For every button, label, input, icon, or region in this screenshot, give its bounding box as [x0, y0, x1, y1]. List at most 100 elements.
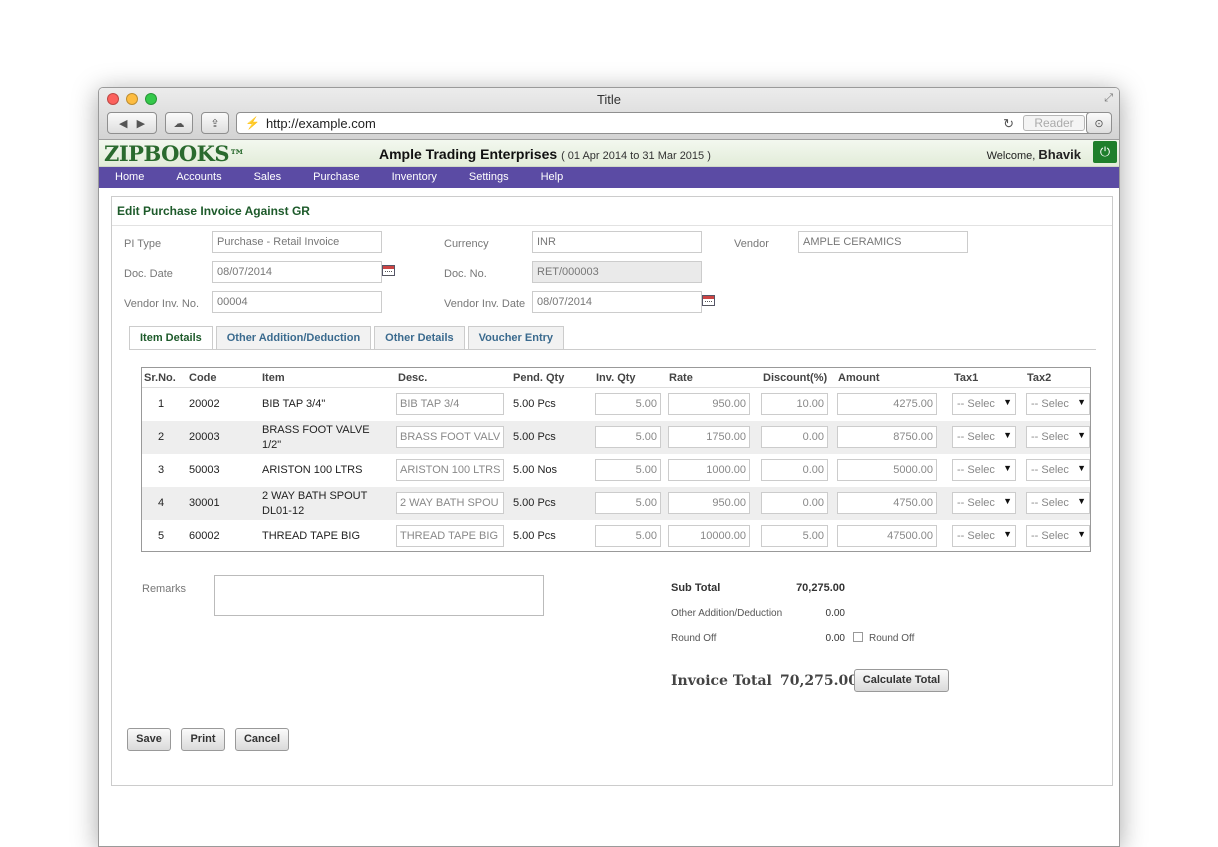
row-amount-input[interactable]: 4275.00: [837, 393, 937, 415]
row-tax2-select[interactable]: -- Selec ▼: [1026, 492, 1090, 514]
power-icon: ⏻: [1099, 144, 1111, 159]
currency-field[interactable]: INR: [532, 231, 702, 253]
row-tax1-value: -- Selec: [957, 497, 995, 509]
nav-home[interactable]: Home: [115, 171, 145, 183]
vendor-label: Vendor: [734, 238, 769, 250]
user-name: Bhavik: [1038, 147, 1081, 162]
row-tax2-select[interactable]: -- Selec ▼: [1026, 393, 1090, 415]
doc-date-calendar-icon[interactable]: [382, 265, 395, 276]
round-off-checkbox[interactable]: [853, 632, 863, 642]
row-amount-input[interactable]: 4750.00: [837, 492, 937, 514]
vendor-field[interactable]: AMPLE CERAMICS: [798, 231, 968, 253]
print-button[interactable]: Print: [181, 728, 225, 751]
tab-other-addition-deduction[interactable]: Other Addition/Deduction: [215, 326, 372, 349]
col-tax2: Tax2: [1027, 372, 1052, 384]
row-desc-input[interactable]: BRASS FOOT VALV: [396, 426, 504, 448]
save-button[interactable]: Save: [127, 728, 171, 751]
row-discount-input[interactable]: 0.00: [761, 459, 828, 481]
row-tax1-select[interactable]: -- Selec ▼: [952, 393, 1016, 415]
nav-settings[interactable]: Settings: [468, 171, 509, 183]
tab-item-details[interactable]: Item Details: [129, 326, 213, 350]
cloud-icon: ☁: [173, 117, 185, 130]
nav-purchase[interactable]: Purchase: [313, 171, 360, 183]
row-pend-qty: 5.00 Pcs: [513, 431, 556, 443]
icloud-button[interactable]: ☁: [165, 112, 193, 134]
row-desc-input[interactable]: ARISTON 100 LTRS: [396, 459, 504, 481]
doc-date-field[interactable]: 08/07/2014: [212, 261, 382, 283]
item-details-grid: Sr.No. Code Item Desc. Pend. Qty Inv. Qt…: [141, 367, 1091, 552]
forward-icon[interactable]: ▶: [136, 117, 146, 130]
row-tax1-select[interactable]: -- Selec ▼: [952, 492, 1016, 514]
row-desc-input[interactable]: 2 WAY BATH SPOU: [396, 492, 504, 514]
row-rate-input[interactable]: 950.00: [668, 393, 750, 415]
row-pend-qty: 5.00 Nos: [513, 464, 558, 476]
share-button[interactable]: ⇪: [201, 112, 229, 134]
tab-other-details[interactable]: Other Details: [374, 326, 465, 349]
row-tax2-value: -- Selec: [1031, 464, 1069, 476]
row-inv-qty-input[interactable]: 5.00: [595, 393, 661, 415]
vendor-inv-no-field[interactable]: 00004: [212, 291, 382, 313]
chevron-down-icon: ▼: [1003, 397, 1012, 407]
reload-icon[interactable]: ↻: [1003, 116, 1014, 131]
row-amount-input[interactable]: 8750.00: [837, 426, 937, 448]
row-amount-input[interactable]: 47500.00: [837, 525, 937, 547]
chevron-down-icon: ▼: [1077, 463, 1086, 473]
zoom-window-button[interactable]: [145, 93, 157, 105]
nav-accounts[interactable]: Accounts: [176, 171, 222, 183]
row-desc-input[interactable]: THREAD TAPE BIG: [396, 525, 504, 547]
reader-button[interactable]: Reader: [1023, 115, 1085, 131]
title-divider: [112, 225, 1112, 226]
chevron-down-icon: ▼: [1003, 463, 1012, 473]
vendor-inv-date-calendar-icon[interactable]: [702, 295, 715, 306]
row-tax2-select[interactable]: -- Selec ▼: [1026, 426, 1090, 448]
calculate-total-button[interactable]: Calculate Total: [854, 669, 949, 692]
back-forward-buttons[interactable]: ◀ ▶: [107, 112, 157, 134]
row-inv-qty-input[interactable]: 5.00: [595, 459, 661, 481]
app-header: ZIPBOOKS™ Ample Trading Enterprises ( 01…: [99, 140, 1119, 167]
row-discount-input[interactable]: 5.00: [761, 525, 828, 547]
row-rate-input[interactable]: 1750.00: [668, 426, 750, 448]
row-tax2-select[interactable]: -- Selec ▼: [1026, 525, 1090, 547]
row-tax2-select[interactable]: -- Selec ▼: [1026, 459, 1090, 481]
logout-button[interactable]: ⏻: [1093, 141, 1117, 163]
row-rate-input[interactable]: 1000.00: [668, 459, 750, 481]
row-rate-input[interactable]: 950.00: [668, 492, 750, 514]
row-amount-input[interactable]: 5000.00: [837, 459, 937, 481]
row-discount-input[interactable]: 0.00: [761, 492, 828, 514]
main-nav: Home Accounts Sales Purchase Inventory S…: [99, 167, 1119, 188]
pi-type-label: PI Type: [124, 238, 162, 250]
company-name: Ample Trading Enterprises ( 01 Apr 2014 …: [379, 146, 711, 162]
nav-help[interactable]: Help: [540, 171, 564, 183]
row-sr-no: 2: [158, 431, 165, 443]
nav-inventory[interactable]: Inventory: [391, 171, 437, 183]
nav-sales[interactable]: Sales: [253, 171, 282, 183]
row-inv-qty-input[interactable]: 5.00: [595, 426, 661, 448]
row-discount-input[interactable]: 10.00: [761, 393, 828, 415]
browser-titlebar: Title ⤢ ◀ ▶ ☁ ⇪ ⚡ http://example.com ↻ R…: [99, 88, 1119, 140]
downloads-button[interactable]: ⊙: [1086, 112, 1112, 134]
back-icon[interactable]: ◀: [118, 117, 128, 130]
row-tax2-value: -- Selec: [1031, 398, 1069, 410]
tab-voucher-entry[interactable]: Voucher Entry: [467, 326, 565, 349]
round-off-value: 0.00: [825, 633, 845, 644]
chevron-down-icon: ▼: [1003, 529, 1012, 539]
row-tax1-select[interactable]: -- Selec ▼: [952, 426, 1016, 448]
remarks-textarea[interactable]: [214, 575, 544, 616]
url-text[interactable]: http://example.com: [265, 115, 376, 131]
pi-type-field[interactable]: Purchase - Retail Invoice: [212, 231, 382, 253]
row-discount-input[interactable]: 0.00: [761, 426, 828, 448]
row-inv-qty-input[interactable]: 5.00: [595, 492, 661, 514]
vendor-inv-date-field[interactable]: 08/07/2014: [532, 291, 702, 313]
address-bar[interactable]: ⚡ http://example.com ↻ Reader: [236, 112, 1092, 134]
row-tax1-select[interactable]: -- Selec ▼: [952, 525, 1016, 547]
fullscreen-icon[interactable]: ⤢: [1104, 92, 1113, 104]
zipbooks-logo[interactable]: ZIPBOOKS™: [104, 141, 245, 166]
row-desc-input[interactable]: BIB TAP 3/4: [396, 393, 504, 415]
row-inv-qty-input[interactable]: 5.00: [595, 525, 661, 547]
row-tax1-select[interactable]: -- Selec ▼: [952, 459, 1016, 481]
close-window-button[interactable]: [107, 93, 119, 105]
download-icon: ⊙: [1094, 117, 1104, 130]
row-rate-input[interactable]: 10000.00: [668, 525, 750, 547]
cancel-button[interactable]: Cancel: [235, 728, 289, 751]
minimize-window-button[interactable]: [126, 93, 138, 105]
